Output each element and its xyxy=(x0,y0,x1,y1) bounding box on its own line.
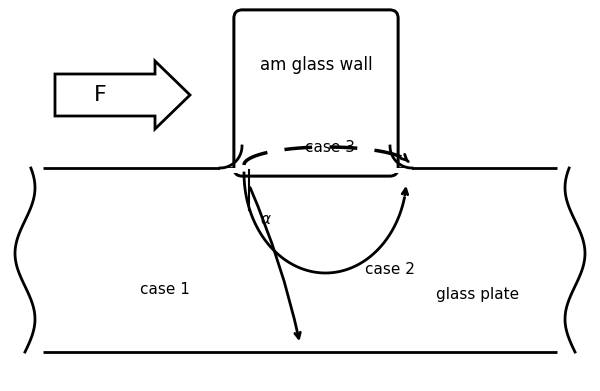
Text: glass plate: glass plate xyxy=(436,287,520,303)
Text: case 2: case 2 xyxy=(365,262,415,278)
FancyArrow shape xyxy=(55,61,190,129)
Text: F: F xyxy=(94,85,106,105)
Text: case 3: case 3 xyxy=(305,140,355,156)
Text: α: α xyxy=(261,212,271,227)
Bar xyxy=(220,168,412,173)
FancyBboxPatch shape xyxy=(234,10,398,176)
Bar xyxy=(242,18,390,170)
Text: case 1: case 1 xyxy=(140,283,190,298)
Text: am glass wall: am glass wall xyxy=(260,56,373,74)
FancyBboxPatch shape xyxy=(234,10,398,176)
